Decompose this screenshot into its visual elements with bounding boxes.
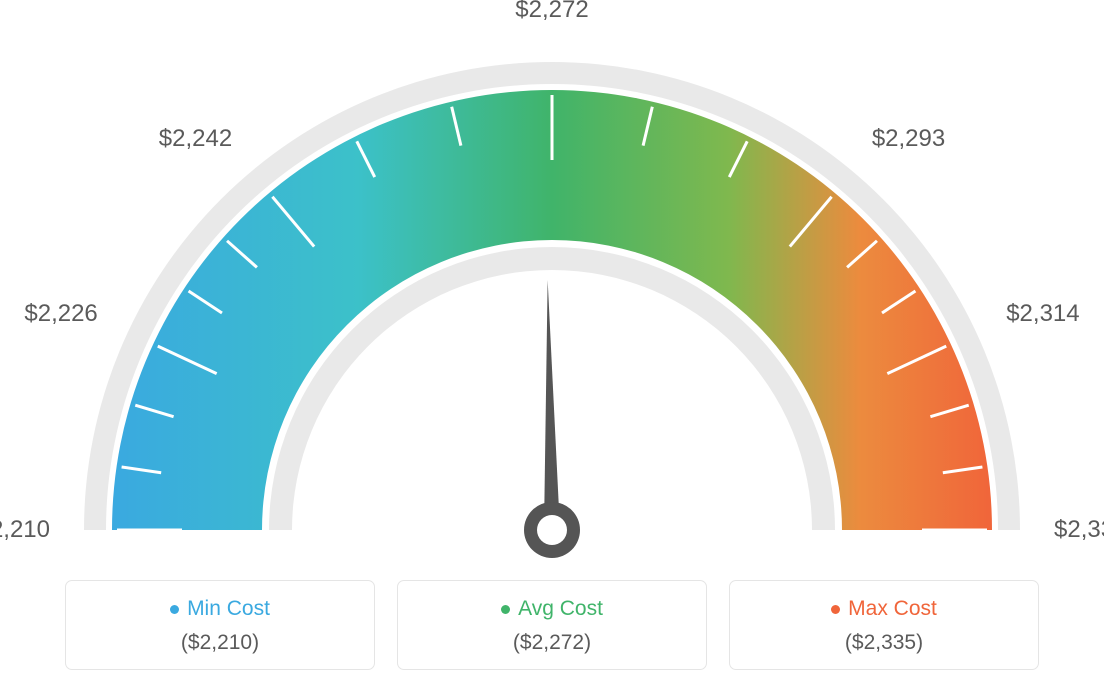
gauge-tick-label: $2,293 bbox=[872, 125, 945, 153]
dot-icon bbox=[831, 605, 840, 614]
gauge-tick-label: $2,226 bbox=[24, 300, 97, 328]
legend-box-avg: Avg Cost ($2,272) bbox=[397, 580, 707, 670]
dot-icon bbox=[501, 605, 510, 614]
legend-text-min: Min Cost bbox=[187, 597, 270, 621]
legend-value-avg: ($2,272) bbox=[398, 631, 706, 655]
legend-value-max: ($2,335) bbox=[730, 631, 1038, 655]
legend-text-max: Max Cost bbox=[848, 597, 937, 621]
legend-label-max: Max Cost bbox=[831, 597, 937, 621]
gauge-svg-wrap bbox=[0, 0, 1104, 560]
legend-text-avg: Avg Cost bbox=[518, 597, 603, 621]
gauge-tick-label: $2,335 bbox=[1054, 516, 1104, 544]
legend-box-max: Max Cost ($2,335) bbox=[729, 580, 1039, 670]
legend-label-min: Min Cost bbox=[170, 597, 270, 621]
gauge-tick-label: $2,272 bbox=[515, 0, 588, 24]
legend-label-avg: Avg Cost bbox=[501, 597, 603, 621]
gauge-tick-label: $2,314 bbox=[1006, 300, 1079, 328]
gauge-svg bbox=[0, 0, 1104, 560]
gauge-tick-label: $2,242 bbox=[159, 125, 232, 153]
legend-box-min: Min Cost ($2,210) bbox=[65, 580, 375, 670]
gauge-chart-container: $2,210 $2,226 $2,242 $2,272 $2,293 $2,314 $2,3… bbox=[0, 0, 1104, 690]
gauge-tick-label: $2,210 bbox=[0, 516, 50, 544]
legend-row: Min Cost ($2,210) Avg Cost ($2,272) Max … bbox=[0, 580, 1104, 670]
dot-icon bbox=[170, 605, 179, 614]
legend-value-min: ($2,210) bbox=[66, 631, 374, 655]
